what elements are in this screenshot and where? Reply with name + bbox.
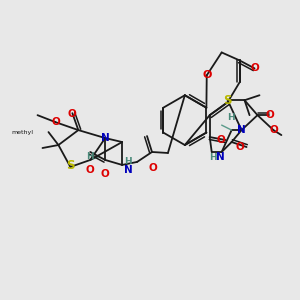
Text: S: S — [224, 94, 232, 107]
Text: O: O — [51, 117, 60, 127]
Text: O: O — [235, 142, 244, 152]
Text: N: N — [124, 165, 133, 175]
Text: methyl: methyl — [12, 130, 34, 135]
Text: O: O — [101, 169, 110, 179]
Text: H: H — [209, 154, 217, 163]
Text: H: H — [227, 113, 234, 122]
Text: N: N — [216, 152, 225, 162]
Text: O: O — [68, 109, 77, 119]
Text: O: O — [269, 125, 278, 135]
Text: N: N — [101, 133, 110, 143]
Text: S: S — [66, 159, 75, 172]
Text: O: O — [265, 110, 274, 120]
Text: N: N — [237, 125, 246, 135]
Text: O: O — [250, 63, 259, 74]
Text: O: O — [148, 163, 158, 173]
Text: O: O — [202, 70, 211, 80]
Text: H: H — [124, 158, 132, 166]
Text: H: H — [86, 152, 94, 161]
Text: O: O — [86, 165, 95, 175]
Text: O: O — [216, 135, 225, 145]
